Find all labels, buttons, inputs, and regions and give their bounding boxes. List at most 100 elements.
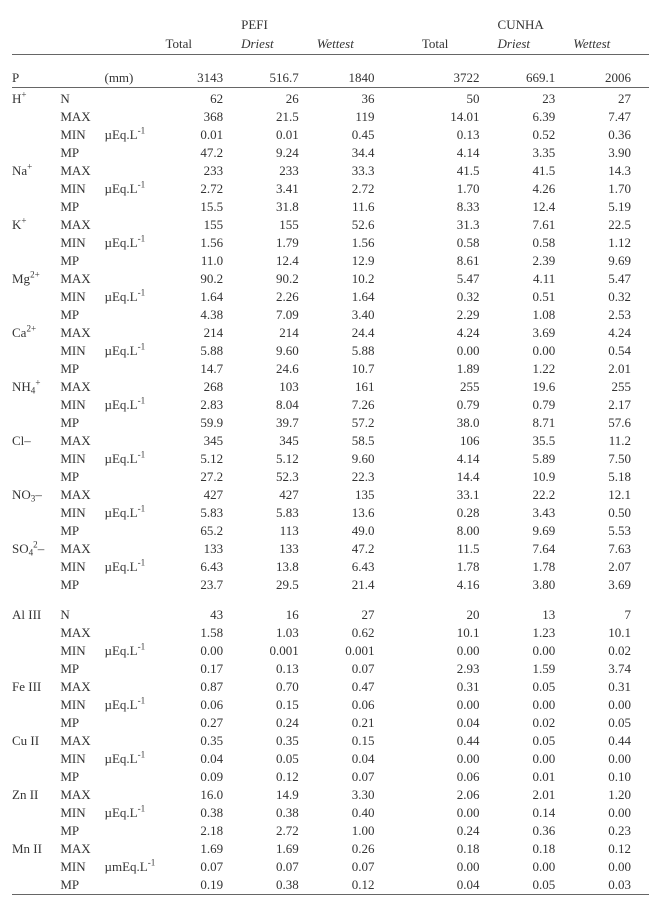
stat-label: MAX — [60, 486, 104, 504]
value-cell: 268 — [165, 378, 241, 396]
value-cell: 0.00 — [573, 696, 649, 714]
value-cell: 113 — [241, 522, 317, 540]
value-cell: 0.00 — [422, 696, 498, 714]
value-cell: 5.12 — [241, 450, 317, 468]
value-cell: 0.001 — [241, 642, 317, 660]
value-cell: 6.43 — [317, 558, 393, 576]
ion-label — [12, 252, 60, 270]
value-cell: 1.58 — [165, 624, 241, 642]
value-cell: 11.2 — [573, 432, 649, 450]
value-cell: 0.00 — [573, 858, 649, 876]
value-cell: 39.7 — [241, 414, 317, 432]
chem-table: PEFICUNHATotalDriestWettestTotalDriestWe… — [12, 16, 649, 897]
value-cell: 0.03 — [573, 876, 649, 895]
value-cell: 0.50 — [573, 504, 649, 522]
value-cell: 5.12 — [165, 450, 241, 468]
value-cell: 0.13 — [241, 660, 317, 678]
value-cell: 0.26 — [317, 840, 393, 858]
ion-label: P — [12, 69, 60, 88]
value-cell: 23.7 — [165, 576, 241, 594]
stat-label: MIN — [60, 450, 104, 468]
value-cell: 4.11 — [498, 270, 574, 288]
value-cell: 4.38 — [165, 306, 241, 324]
value-cell: 0.10 — [573, 768, 649, 786]
value-cell: 10.1 — [422, 624, 498, 642]
value-cell: 10.7 — [317, 360, 393, 378]
stat-label: MIN — [60, 504, 104, 522]
value-cell: 1.56 — [317, 234, 393, 252]
value-cell: 516.7 — [241, 69, 317, 88]
value-cell: 0.05 — [498, 678, 574, 696]
value-cell: 31.3 — [422, 216, 498, 234]
value-cell: 0.24 — [422, 822, 498, 840]
value-cell: 1.70 — [422, 180, 498, 198]
ion-label — [12, 696, 60, 714]
unit-label — [104, 324, 165, 342]
stat-label: MP — [60, 768, 104, 786]
value-cell: 255 — [573, 378, 649, 396]
value-cell: 22.3 — [317, 468, 393, 486]
value-cell: 24.6 — [241, 360, 317, 378]
value-cell: 103 — [241, 378, 317, 396]
ion-label: Cu II — [12, 732, 60, 750]
unit-label — [104, 840, 165, 858]
hdr-pefi: PEFI — [241, 16, 317, 35]
value-cell: 27 — [317, 606, 393, 624]
value-cell: 26 — [241, 90, 317, 108]
stat-label: MP — [60, 468, 104, 486]
value-cell: 52.6 — [317, 216, 393, 234]
ion-label — [12, 858, 60, 876]
value-cell: 9.24 — [241, 144, 317, 162]
value-cell: 5.89 — [498, 450, 574, 468]
value-cell: 6.43 — [165, 558, 241, 576]
value-cell: 0.05 — [498, 732, 574, 750]
value-cell: 59.9 — [165, 414, 241, 432]
value-cell: 0.12 — [317, 876, 393, 895]
value-cell: 0.07 — [241, 858, 317, 876]
value-cell: 255 — [422, 378, 498, 396]
ion-label: Al III — [12, 606, 60, 624]
value-cell: 133 — [241, 540, 317, 558]
value-cell: 0.04 — [422, 876, 498, 895]
unit-label — [104, 786, 165, 804]
ion-label: Ca2+ — [12, 324, 60, 342]
value-cell: 10.2 — [317, 270, 393, 288]
value-cell: 2.07 — [573, 558, 649, 576]
hdr-wettest: Wettest — [317, 35, 393, 55]
value-cell: 0.44 — [573, 732, 649, 750]
value-cell: 4.14 — [422, 144, 498, 162]
value-cell: 0.00 — [422, 750, 498, 768]
unit-label — [104, 768, 165, 786]
ion-label: SO42– — [12, 540, 60, 558]
value-cell: 33.3 — [317, 162, 393, 180]
value-cell: 9.69 — [573, 252, 649, 270]
ion-label: Cl– — [12, 432, 60, 450]
value-cell: 50 — [422, 90, 498, 108]
value-cell: 3.90 — [573, 144, 649, 162]
ion-label — [12, 126, 60, 144]
value-cell: 14.01 — [422, 108, 498, 126]
value-cell: 0.01 — [165, 126, 241, 144]
stat-label: MAX — [60, 840, 104, 858]
value-cell: 58.5 — [317, 432, 393, 450]
value-cell: 7.64 — [498, 540, 574, 558]
value-cell: 1.70 — [573, 180, 649, 198]
value-cell: 35.5 — [498, 432, 574, 450]
value-cell: 11.6 — [317, 198, 393, 216]
value-cell: 24.4 — [317, 324, 393, 342]
ion-label — [12, 714, 60, 732]
value-cell: 0.00 — [422, 342, 498, 360]
value-cell: 31.8 — [241, 198, 317, 216]
value-cell: 41.5 — [498, 162, 574, 180]
value-cell: 2.29 — [422, 306, 498, 324]
value-cell: 2.72 — [165, 180, 241, 198]
value-cell: 2.72 — [241, 822, 317, 840]
unit-label — [104, 90, 165, 108]
value-cell: 233 — [165, 162, 241, 180]
stat-label: MAX — [60, 324, 104, 342]
value-cell: 5.88 — [317, 342, 393, 360]
value-cell: 0.06 — [317, 696, 393, 714]
value-cell: 0.00 — [573, 804, 649, 822]
value-cell: 0.36 — [573, 126, 649, 144]
stat-label: MAX — [60, 270, 104, 288]
